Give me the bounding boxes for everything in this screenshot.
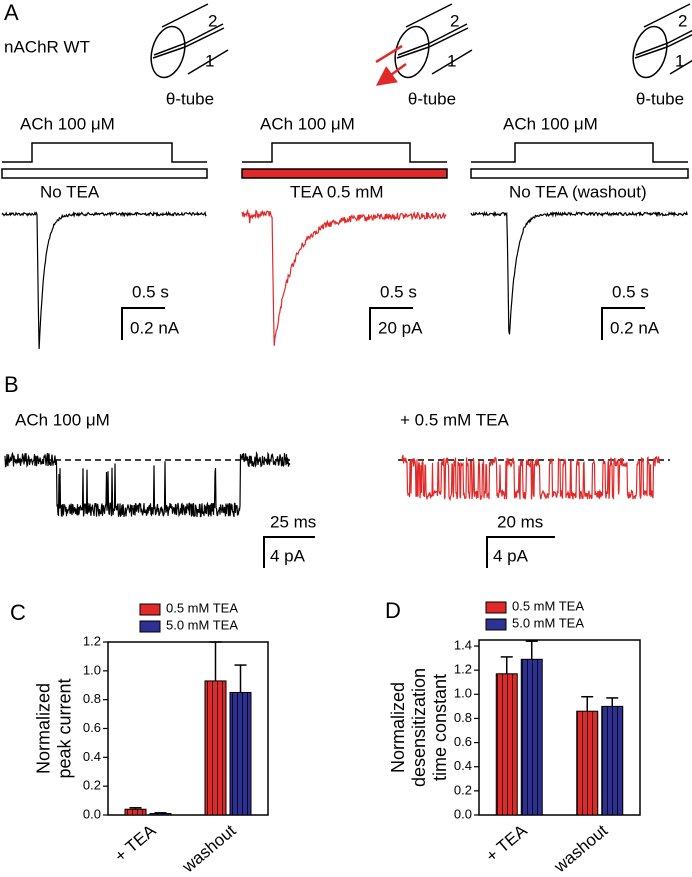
- x-tick-label: + TEA: [111, 821, 160, 866]
- x-tick-label: washout: [550, 821, 612, 877]
- current-trace: [241, 208, 447, 346]
- y-tick-label: 0.8: [83, 691, 101, 706]
- scale-bar: [121, 307, 165, 340]
- amp-scale: 0.2 nA: [130, 318, 180, 337]
- y-axis-label: Normalized: [33, 683, 53, 774]
- y-tick-label: 1.0: [83, 662, 101, 677]
- y-tick-label: 0.6: [83, 720, 101, 735]
- bar-hatch: [576, 711, 598, 815]
- y-axis-label: time constant: [430, 674, 450, 781]
- bar-hatch: [496, 673, 518, 815]
- bar-hatch: [521, 659, 543, 815]
- panel-letter: A: [4, 0, 19, 25]
- y-tick-label: 0.4: [454, 758, 472, 773]
- current-trace: [401, 454, 661, 502]
- amp-scale: 0.2 nA: [610, 318, 660, 337]
- trace-label: ACh 100 μM: [15, 410, 110, 429]
- tube-number: 1: [675, 51, 684, 70]
- tube-number: 1: [447, 51, 456, 70]
- current-trace: [1, 210, 207, 350]
- amp-scale: 4 pA: [270, 546, 306, 565]
- legend-label: 0.5 mM TEA: [166, 600, 238, 615]
- legend-label: 5.0 mM TEA: [166, 617, 238, 632]
- y-tick-label: 1.2: [83, 633, 101, 648]
- tube-number: 1: [205, 51, 214, 70]
- scale-bar: [601, 307, 645, 340]
- tube-icon: [632, 3, 692, 79]
- legend-swatch: [139, 603, 161, 616]
- amp-scale: 4 pA: [493, 546, 529, 565]
- y-tick-label: 0.0: [454, 806, 472, 821]
- condition-label: No TEA: [40, 182, 100, 201]
- panel-letter: C: [10, 600, 26, 625]
- time-scale: 25 ms: [270, 512, 316, 531]
- tube-number: 2: [450, 11, 459, 30]
- stimulus-step: [2, 142, 207, 163]
- panel-letter: B: [4, 372, 19, 397]
- condition-label: TEA 0.5 mM: [290, 182, 384, 201]
- y-axis-label: Normalized: [388, 682, 408, 773]
- bar-hatch: [230, 692, 251, 815]
- y-tick-label: 0.6: [454, 734, 472, 749]
- y-tick-label: 0.8: [454, 710, 472, 725]
- legend-swatch: [485, 601, 507, 614]
- x-tick-label: + TEA: [482, 821, 531, 866]
- agonist-label: ACh 100 μM: [503, 114, 598, 133]
- time-scale: 0.5 s: [132, 282, 169, 301]
- y-tick-label: 1.0: [454, 686, 472, 701]
- time-scale: 20 ms: [497, 512, 543, 531]
- current-trace: [470, 210, 688, 335]
- scale-bar: [263, 536, 555, 568]
- y-axis-label: peak current: [54, 678, 74, 778]
- bar-hatch: [601, 706, 623, 815]
- solution-bar: [470, 168, 689, 179]
- y-tick-label: 0.2: [454, 782, 472, 797]
- y-tick-label: 0.2: [83, 778, 101, 793]
- legend-label: 5.0 mM TEA: [512, 615, 584, 630]
- tube-label: θ-tube: [166, 89, 214, 108]
- scale-bar: [369, 307, 413, 340]
- tube-icon: [376, 3, 473, 81]
- y-tick-label: 1.2: [454, 662, 472, 677]
- tube-label: θ-tube: [636, 89, 684, 108]
- legend-swatch: [485, 618, 507, 631]
- amp-scale: 20 pA: [378, 318, 423, 337]
- time-scale: 0.5 s: [612, 282, 649, 301]
- agonist-label: ACh 100 μM: [260, 114, 355, 133]
- stimulus-step: [471, 142, 688, 163]
- theta-tubes: [150, 3, 692, 81]
- stimulus-step: [242, 142, 447, 163]
- construct-label: nAChR WT: [4, 37, 90, 56]
- trace-label: + 0.5 mM TEA: [400, 410, 509, 429]
- y-axis-label: desensitization: [409, 668, 429, 787]
- legend-swatch: [139, 620, 161, 633]
- solution-bar: [241, 168, 448, 179]
- tube-number: 2: [678, 11, 687, 30]
- x-tick-label: washout: [178, 821, 240, 877]
- y-tick-label: 1.4: [454, 637, 472, 652]
- agonist-label: ACh 100 μM: [20, 114, 115, 133]
- solution-bar: [1, 168, 208, 179]
- plot-frame: [478, 639, 641, 816]
- y-tick-label: 0.4: [83, 749, 101, 764]
- condition-label: No TEA (washout): [509, 182, 647, 201]
- y-tick-label: 0.0: [83, 806, 101, 821]
- time-scale: 0.5 s: [380, 282, 417, 301]
- bar-hatch: [205, 680, 226, 815]
- current-trace: [4, 450, 291, 518]
- legend-label: 0.5 mM TEA: [512, 598, 584, 613]
- bar-hatch: [125, 809, 146, 815]
- bar-hatch: [150, 813, 171, 815]
- tube-number: 2: [208, 11, 217, 30]
- panel-letter: D: [385, 598, 401, 623]
- tube-label: θ-tube: [408, 89, 456, 108]
